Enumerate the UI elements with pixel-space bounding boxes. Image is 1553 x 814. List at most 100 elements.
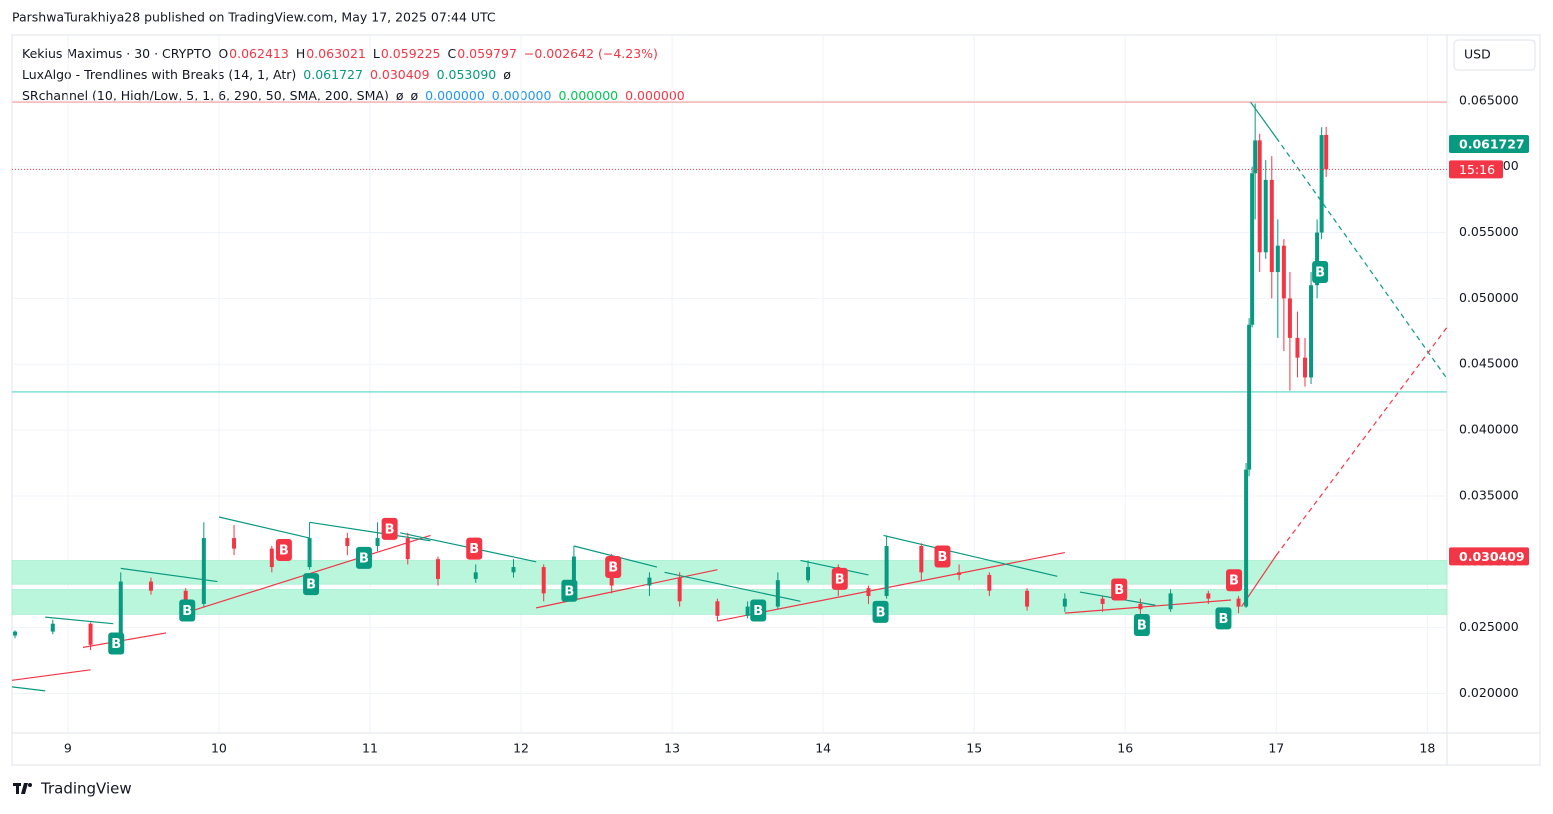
candle-body: [1275, 245, 1280, 273]
candle-body: [919, 545, 924, 573]
candle-body: [1281, 245, 1286, 299]
candle-body: [405, 538, 410, 560]
signal-label: B: [469, 542, 479, 557]
candle-body: [511, 567, 516, 573]
trendline: [82, 632, 167, 648]
candle-body: [232, 538, 237, 549]
candle-body: [541, 567, 546, 594]
legend-item: 0.000000: [625, 88, 685, 103]
candle-body: [1247, 324, 1252, 470]
legend-item: 0.000000: [492, 88, 552, 103]
x-tick-label: 12: [513, 741, 529, 756]
candle-body: [745, 606, 750, 616]
x-tick-label: 18: [1419, 741, 1435, 756]
signal-box: [934, 545, 951, 568]
currency: USD: [1464, 47, 1491, 62]
candle-body: [1138, 603, 1143, 610]
x-tick-label: 13: [664, 741, 680, 756]
candle-body: [1315, 232, 1320, 286]
candle-body: [1319, 135, 1324, 233]
candle-body: [1062, 598, 1067, 607]
trendline: [883, 534, 1058, 577]
signal-label: B: [111, 637, 121, 652]
y-tick-label: 0.025000: [1459, 619, 1519, 634]
candle-body: [183, 590, 188, 604]
candle-body: [1253, 140, 1258, 174]
sr-zone: [11, 589, 1448, 615]
candle-body: [345, 538, 350, 546]
legend-item: ø: [410, 88, 418, 103]
candle-body: [13, 631, 18, 636]
signal-label: B: [608, 561, 618, 576]
legend-item: LuxAlgo - Trendlines with Breaks (14, 1,…: [22, 67, 296, 82]
currency-button[interactable]: [1453, 39, 1536, 71]
trendline: [309, 521, 431, 542]
candle-body: [1303, 357, 1308, 378]
signal-box: [179, 599, 196, 622]
candle-body: [1257, 140, 1262, 253]
candle-body: [1236, 598, 1241, 607]
legend-item: 0.059225: [381, 46, 441, 61]
candle-body: [1295, 337, 1300, 358]
legend-row: SRchannel (10, High/Low, 5, 1, 6, 290, 5…: [22, 88, 685, 103]
signal-label: B: [1114, 583, 1124, 598]
countdown-box: [1449, 160, 1503, 179]
candle-body: [1244, 469, 1249, 607]
signal-label: B: [1229, 574, 1239, 589]
trendline: [11, 669, 91, 681]
signal-label: B: [876, 605, 886, 620]
trendline: [800, 559, 869, 576]
signal-box: [1215, 607, 1232, 630]
price-label-box: [1449, 547, 1529, 566]
signal-box: [381, 517, 398, 540]
signal-box: [275, 538, 292, 561]
countdown: 15:16: [1459, 162, 1495, 177]
legend-item: ø: [503, 67, 511, 82]
signal-box: [108, 632, 125, 655]
signal-box: [303, 573, 320, 596]
x-tick-label: 14: [815, 741, 831, 756]
candle-body: [866, 588, 871, 597]
signal-box: [750, 599, 767, 622]
x-tick-label: 10: [211, 741, 227, 756]
candle-body: [201, 538, 206, 604]
legend-item: C: [448, 46, 457, 61]
candle-body: [987, 574, 992, 591]
y-tick-label: 0.020000: [1459, 685, 1519, 700]
x-tick-label: 11: [362, 741, 378, 756]
candle-body: [1100, 598, 1105, 604]
legend-row: LuxAlgo - Trendlines with Breaks (14, 1,…: [22, 67, 511, 82]
signal-box: [872, 600, 889, 623]
signal-label: B: [385, 522, 395, 537]
legend-item: ø: [396, 88, 404, 103]
signal-box: [1226, 569, 1243, 592]
x-tick-label: 16: [1117, 741, 1133, 756]
candle-body: [1025, 590, 1030, 607]
trendline: [11, 686, 46, 692]
y-tick-label: 0.065000: [1459, 92, 1519, 107]
signal-box: [1133, 614, 1150, 637]
candle-body: [1287, 298, 1292, 338]
signal-box: [1111, 578, 1128, 601]
candle-body: [775, 580, 780, 607]
candle-body: [1250, 173, 1255, 325]
legend-item: Kekius Maximus · 30 · CRYPTO: [22, 46, 211, 61]
header: ParshwaTurakhiya28 published on TradingV…: [12, 10, 496, 25]
legend-item: 0.053090: [437, 67, 497, 82]
legend-item: 0.030409: [370, 67, 430, 82]
signal-box: [831, 567, 848, 590]
legend-row: Kekius Maximus · 30 · CRYPTO O0.062413 H0.…: [22, 46, 658, 61]
candle-body: [435, 559, 440, 579]
candle-body: [1324, 134, 1329, 170]
signal-label: B: [1315, 266, 1325, 281]
signal-label: B: [564, 584, 574, 599]
legend-item: −0.002642 (−4.23%): [524, 46, 658, 61]
trendline: [1275, 137, 1448, 380]
candle-body: [1168, 593, 1173, 610]
x-tick-label: 15: [966, 741, 982, 756]
trendline: [120, 567, 218, 583]
candle-body: [118, 581, 123, 645]
candle-body: [884, 545, 889, 597]
